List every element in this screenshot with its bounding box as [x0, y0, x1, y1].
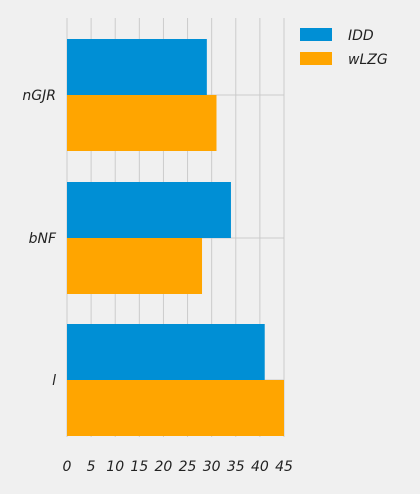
legend-label-wLZG: wLZG [348, 52, 388, 68]
legend-swatch-wLZG [300, 52, 332, 65]
legend: IDD wLZG [300, 28, 388, 68]
bar-IDD-l [67, 324, 265, 380]
bars [67, 39, 284, 436]
x-tick-label: 30 [203, 459, 221, 475]
x-tick-label: 5 [87, 459, 96, 475]
bar-wLZG-bNF [67, 238, 203, 294]
x-tick-label: 15 [130, 459, 148, 475]
x-tick-label: 25 [179, 459, 197, 475]
y-category-label: bNF [29, 231, 57, 247]
x-tick-label: 0 [63, 459, 72, 475]
legend-label-IDD: IDD [348, 28, 374, 44]
x-tick-label: 10 [106, 459, 124, 475]
x-tick-label: 35 [227, 459, 245, 475]
bar-IDD-nGJR [67, 39, 207, 95]
bar-wLZG-nGJR [67, 95, 217, 151]
y-category-label: nGJR [22, 88, 56, 104]
bar-wLZG-l [67, 380, 284, 436]
legend-swatch-IDD [300, 28, 332, 41]
y-category-label: l [52, 373, 56, 389]
x-tick-label: 45 [275, 459, 293, 475]
x-tick-label: 20 [155, 459, 173, 475]
x-axis-ticks: 0 5 10 15 20 25 30 35 40 45 [63, 459, 293, 475]
bar-IDD-bNF [67, 182, 231, 238]
x-tick-label: 40 [251, 459, 269, 475]
y-axis-ticks: nGJR bNF l [22, 88, 57, 389]
